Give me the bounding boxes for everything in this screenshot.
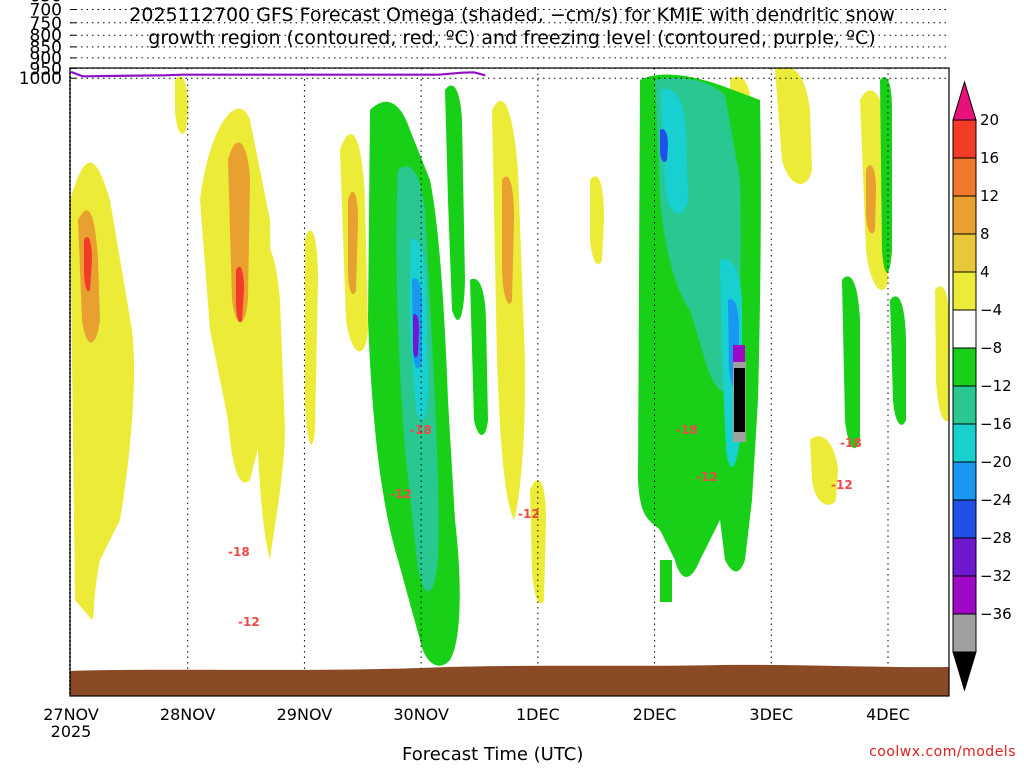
colorbar-swatch	[952, 271, 977, 311]
x-tick-label: 28NOV	[160, 705, 216, 724]
colorbar-label: 16	[980, 149, 999, 167]
colorbar-top-arrow	[952, 80, 977, 121]
y-tick-label: 1000	[19, 69, 62, 89]
contour-label: -12	[696, 470, 718, 484]
shade-yellow	[935, 286, 949, 422]
omega-shading	[70, 68, 949, 666]
contour-labels: -18 -12 -18 -12 -12 -18 -12 -18 -12	[228, 423, 862, 629]
y-tick-labels: 2503003504004505005506006507007508008509…	[19, 0, 62, 89]
colorbar-labels: 20 16 12 8 4 −4 −8 −12 −16 −20 −24 −28 −32 −36	[980, 111, 1012, 623]
colorbar-label: 4	[980, 263, 990, 281]
colorbar-label: −36	[980, 605, 1012, 623]
y-tick-label: 850	[30, 38, 62, 58]
x-tick-label: 1DEC	[516, 705, 560, 724]
y-tick-label: 950	[30, 59, 62, 79]
x-grid	[70, 68, 947, 696]
contour-label: -12	[518, 507, 540, 521]
shade-cyan	[660, 88, 688, 214]
colorbar-label: 20	[980, 111, 999, 129]
x-tick-label: 27NOV	[43, 705, 99, 724]
x-tick-label: 29NOV	[277, 705, 333, 724]
x-tick-labels: 27NOV 28NOV 29NOV 30NOV 1DEC 2DEC 3DEC 4DEC	[43, 705, 910, 724]
colorbar-swatch	[952, 613, 977, 653]
contour-label: -12	[831, 478, 853, 492]
shade-yellow	[492, 100, 526, 520]
x-tick-label: 30NOV	[393, 705, 449, 724]
x-tick-year: 2025	[51, 722, 92, 741]
y-tick-label: 900	[30, 49, 62, 69]
y-tick-label: 650	[30, 0, 62, 6]
shade-black	[734, 368, 745, 432]
shade-green	[445, 85, 465, 320]
shade-orange	[866, 165, 876, 234]
colorbar-label: −20	[980, 453, 1012, 471]
shade-green	[470, 278, 488, 435]
colorbar-swatch	[952, 385, 977, 425]
terrain-top	[70, 664, 949, 675]
y-tick-label: 700	[30, 1, 62, 21]
colorbar-label: 12	[980, 187, 999, 205]
shade-purple	[413, 314, 419, 358]
shade-green	[842, 276, 860, 449]
shade-yellow	[305, 230, 318, 445]
shade-yellow	[810, 436, 838, 505]
shade-blue	[660, 129, 668, 162]
colorbar-label: −16	[980, 415, 1012, 433]
shade-green	[880, 77, 892, 273]
shade-green	[660, 560, 672, 602]
colorbar-swatch	[952, 309, 977, 349]
shade-yellow	[590, 176, 604, 265]
y-grid	[70, 9, 949, 79]
colorbar-label: −24	[980, 491, 1012, 509]
shade-yellow	[775, 68, 812, 184]
contour-label: -18	[228, 545, 250, 559]
colorbar-swatch	[952, 195, 977, 235]
colorbar-swatch	[952, 575, 977, 615]
y-tick-label: 750	[30, 14, 62, 34]
colorbar	[952, 80, 977, 692]
colorbar-swatch	[952, 157, 977, 197]
x-tick-label: 2DEC	[633, 705, 677, 724]
colorbar-bottom-arrow	[952, 651, 977, 692]
colorbar-label: −8	[980, 339, 1002, 357]
colorbar-label: 8	[980, 225, 990, 243]
contour-label: -18	[840, 436, 862, 450]
contour-line	[71, 0, 970, 51]
contour-label: -12	[238, 615, 260, 629]
shade-red	[236, 266, 244, 322]
shade-orange	[228, 142, 250, 323]
title-line-2: growth region (contoured, red, ºC) and f…	[148, 27, 876, 49]
colorbar-swatch	[952, 233, 977, 273]
colorbar-swatch	[952, 537, 977, 577]
contour-line	[70, 70, 486, 78]
colorbar-label: −12	[980, 377, 1012, 395]
colorbar-swatch	[952, 347, 977, 387]
contour-lines	[70, 0, 970, 78]
colorbar-label: −32	[980, 567, 1012, 585]
shade-orange	[348, 191, 358, 295]
x-axis-label: Forecast Time (UTC)	[402, 744, 584, 765]
shade-green	[890, 296, 906, 425]
shade-yellow	[175, 76, 188, 134]
shade-red	[84, 236, 92, 292]
shade-yellow	[255, 243, 285, 560]
contour-label: -18	[410, 423, 432, 437]
colorbar-swatch	[952, 499, 977, 539]
terrain	[70, 671, 949, 696]
colorbar-swatch	[952, 119, 977, 159]
colorbar-swatch	[952, 423, 977, 463]
colorbar-swatch	[952, 461, 977, 501]
y-tick-label: 800	[30, 26, 62, 46]
contour-label: -18	[676, 423, 698, 437]
colorbar-label: −4	[980, 301, 1002, 319]
shade-orange	[502, 176, 514, 304]
site-credit: coolwx.com/models	[869, 744, 1016, 760]
x-tick-label: 4DEC	[866, 705, 910, 724]
contour-label: -12	[390, 487, 412, 501]
colorbar-label: −28	[980, 529, 1012, 547]
x-tick-label: 3DEC	[749, 705, 793, 724]
